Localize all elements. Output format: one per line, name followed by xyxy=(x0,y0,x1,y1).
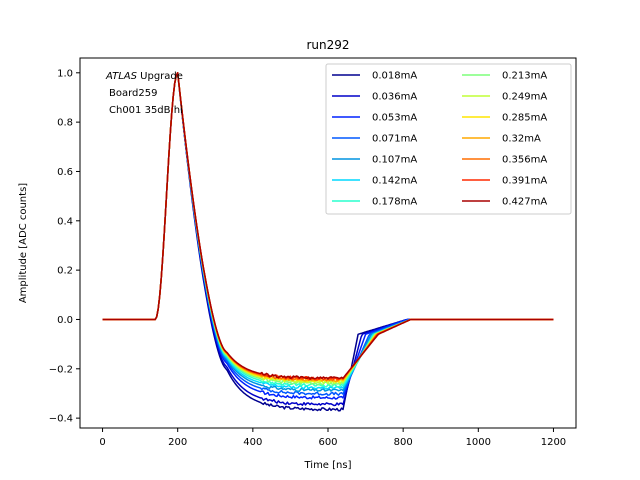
x-tick-label: 800 xyxy=(394,437,413,448)
ticks-layer: 0 200 400 600 800 1000 1200 −0.4 −0.2 0.0 0.2 0.4 0.… xyxy=(49,68,566,448)
legend-label: 0.142mA xyxy=(372,176,417,187)
legend-label: 0.427mA xyxy=(502,197,547,208)
annotation-atlas: ATLAS xyxy=(105,71,138,82)
series-line xyxy=(102,72,554,380)
annotation-upgrade: Upgrade xyxy=(137,71,183,82)
y-tick-label: 0.6 xyxy=(57,167,73,178)
x-tick-label: 400 xyxy=(243,437,262,448)
legend-label: 0.053mA xyxy=(372,113,417,124)
y-tick-label: 0.0 xyxy=(57,315,73,326)
legend-label: 0.356mA xyxy=(502,155,547,166)
x-axis-label: Time [ns] xyxy=(303,460,351,471)
legend-label: 0.018mA xyxy=(372,71,417,82)
chart-title: run292 xyxy=(306,38,349,52)
legend-label: 0.107mA xyxy=(372,155,417,166)
annotation-line1: ATLAS Upgrade xyxy=(105,71,183,82)
legend-label: 0.285mA xyxy=(502,113,547,124)
legend-label: 0.32mA xyxy=(502,134,541,145)
annotation-line3: Ch001 35dB hi xyxy=(109,105,183,116)
x-tick-label: 1000 xyxy=(466,437,491,448)
x-tick-label: 600 xyxy=(318,437,337,448)
legend-label: 0.178mA xyxy=(372,197,417,208)
y-tick-label: 0.2 xyxy=(57,266,73,277)
y-tick-label: −0.2 xyxy=(49,364,73,375)
legend-label: 0.036mA xyxy=(372,92,417,103)
legend-label: 0.391mA xyxy=(502,176,547,187)
legend-frame xyxy=(325,63,572,215)
x-tick-label: 1200 xyxy=(541,437,566,448)
y-tick-label: 0.8 xyxy=(57,118,73,129)
y-tick-label: 0.4 xyxy=(57,216,73,227)
x-tick-label: 0 xyxy=(99,437,105,448)
y-axis-label: Amplitude [ADC counts] xyxy=(18,183,29,303)
y-tick-label: −0.4 xyxy=(49,414,73,425)
legend: 0.018mA 0.036mA 0.053mA 0.071mA 0.107mA 0.142… xyxy=(325,63,572,215)
legend-label: 0.071mA xyxy=(372,134,417,145)
atlas-annotation: ATLAS Upgrade Board259 Ch001 35dB hi xyxy=(105,71,183,116)
series-layer xyxy=(102,72,554,412)
legend-label: 0.213mA xyxy=(502,71,547,82)
annotation-line2: Board259 xyxy=(109,88,157,99)
x-tick-label: 200 xyxy=(168,437,187,448)
y-tick-label: 1.0 xyxy=(57,68,73,79)
legend-label: 0.249mA xyxy=(502,92,547,103)
